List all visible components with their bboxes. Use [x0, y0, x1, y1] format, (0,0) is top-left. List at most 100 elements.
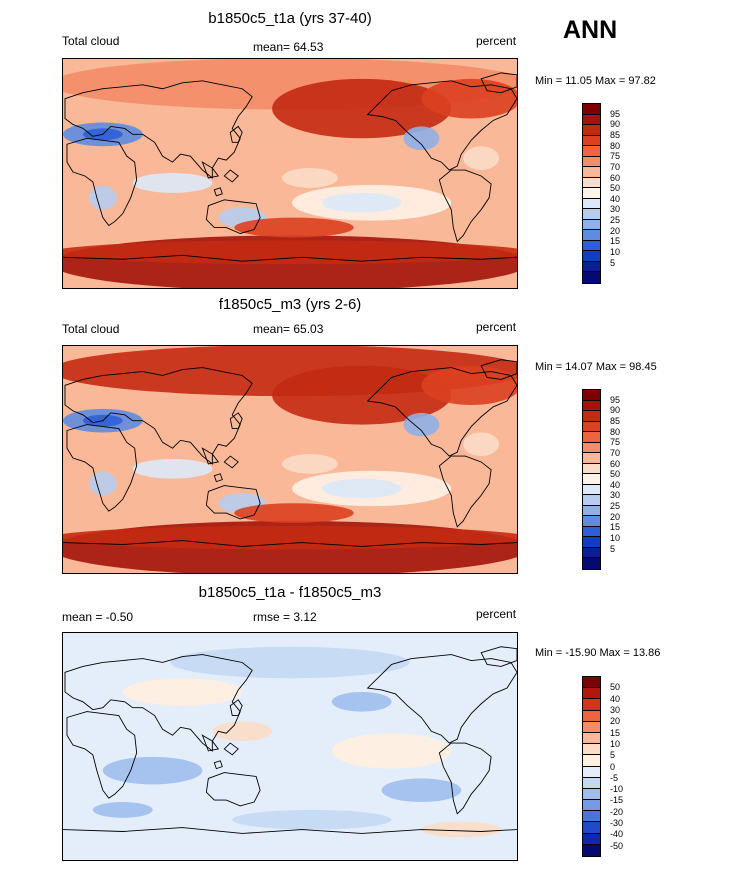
colorbar-swatch [583, 484, 600, 496]
cloud-field [63, 59, 517, 288]
coastline-path [229, 125, 243, 143]
colorbar-tick-label: 5 [610, 257, 616, 268]
colorbar-swatch [583, 125, 600, 136]
coastline-path [201, 161, 220, 179]
colorbar-tick-label: 50 [610, 469, 621, 480]
cloud-contour [421, 821, 502, 838]
panel-1-minmax: Min = 11.05 Max = 97.82 [535, 75, 656, 87]
colorbar-swatch [583, 104, 600, 115]
colorbar-tick-label: 80 [610, 140, 621, 151]
colorbar-swatch [583, 766, 600, 778]
cloud-contour [272, 78, 452, 139]
cloud-contour [234, 217, 354, 238]
colorbar-tick-label: 30 [610, 204, 621, 215]
cloud-contour [282, 168, 338, 188]
colorbar-tick-label: 95 [610, 108, 621, 119]
colorbar-tick-label: -10 [610, 784, 624, 795]
panel-2-left-label: Total cloud [62, 322, 120, 336]
colorbar-swatch [583, 188, 600, 199]
colorbar-swatch [583, 537, 600, 548]
panel-3-mean-label: mean = -0.50 [62, 610, 134, 624]
coastline-path [63, 254, 517, 262]
colorbar-tick-label: 70 [610, 447, 621, 458]
panel-3-minmax: Min = -15.90 Max = 13.86 [535, 647, 661, 659]
cloud-contour [102, 756, 203, 785]
coastline-path [63, 540, 517, 547]
cloud-contour [234, 503, 354, 523]
colorbar-swatch [583, 677, 600, 689]
colorbar-swatch [583, 558, 600, 569]
colorbar-tick-label: 0 [610, 761, 616, 772]
colorbar-swatch [583, 800, 600, 812]
colorbar-tick-label: 15 [610, 727, 621, 738]
colorbar-swatch [583, 474, 600, 485]
colorbar-tick-label: 95 [610, 394, 621, 405]
colorbar-swatch [583, 156, 600, 168]
colorbar-swatch [583, 744, 600, 756]
colorbar-tick-label: 75 [610, 151, 621, 162]
coastline-path [205, 199, 261, 234]
colorbar-swatch [583, 463, 600, 475]
colorbar-swatch [583, 261, 600, 273]
coastline-path [201, 447, 220, 465]
colorbar-swatch [583, 442, 600, 454]
coastline-path [229, 699, 243, 716]
colorbar-tick-label: 20 [610, 511, 621, 522]
colorbar-swatch [583, 453, 600, 464]
cloud-contour [282, 454, 338, 474]
coastlines [63, 646, 517, 834]
coastline-path [438, 455, 492, 528]
coastline-path [480, 646, 517, 667]
panel-3-rmse-label: rmse = 3.12 [253, 610, 317, 624]
cloud-contour [212, 721, 273, 742]
coastline-path [223, 455, 239, 469]
colorbar-tick-label: 25 [610, 501, 621, 512]
colorbar-tick-label: 60 [610, 172, 621, 183]
panel-2-title: f1850c5_m3 (yrs 2-6) [218, 296, 362, 313]
colorbar-swatch [583, 732, 600, 745]
colorbar-tick-label: 50 [610, 183, 621, 194]
colorbar-tick-label: 50 [610, 682, 621, 693]
panel-1-title: b1850c5_t1a (yrs 37-40) [208, 10, 372, 27]
coastline-path [223, 169, 239, 183]
colorbar-tick-label: 40 [610, 693, 621, 704]
coastline-path [205, 772, 261, 807]
cloud-contour [331, 733, 452, 769]
colorbar-tick-label: 30 [610, 704, 621, 715]
colorbar-swatch [583, 432, 600, 443]
colorbar-swatch [583, 390, 600, 401]
colorbar-tick-label: 85 [610, 129, 621, 140]
colorbar-tick-label: 85 [610, 415, 621, 426]
coastline-path [205, 485, 261, 520]
colorbar-swatch [583, 833, 600, 845]
colorbar-swatch [583, 699, 600, 711]
colorbar-tick-label: -50 [610, 840, 624, 851]
cloud-contour [92, 802, 153, 818]
colorbar-tick-label: 30 [610, 490, 621, 501]
colorbar-swatch [583, 495, 600, 506]
colorbar-swatch [583, 230, 600, 241]
colorbar-swatch [583, 135, 600, 147]
cloud-contour [463, 146, 500, 171]
colorbar-swatch [583, 844, 600, 856]
cloud-contour [331, 691, 392, 712]
coastline-path [64, 80, 253, 179]
colorbar-tick-label: 90 [610, 405, 621, 416]
panel-1-mean-label: mean= 64.53 [253, 40, 324, 54]
coastline-path [366, 654, 517, 744]
coastline-path [66, 711, 138, 799]
colorbar-tick-label: 15 [610, 236, 621, 247]
season-label: ANN [563, 16, 618, 44]
colorbar-tick-label: -5 [610, 772, 619, 783]
coastline-path [366, 80, 517, 171]
coastline-path [64, 654, 253, 752]
panel-1-map [62, 58, 518, 289]
panel-1-units: percent [476, 34, 517, 48]
cloud-contour [132, 173, 213, 193]
cloud-contour [63, 525, 517, 550]
coastline-path [213, 187, 223, 197]
colorbar-swatch [583, 822, 600, 834]
colorbar-tick-label: 25 [610, 215, 621, 226]
cloud-contour [381, 778, 462, 803]
colorbar-tick-label: 80 [610, 426, 621, 437]
